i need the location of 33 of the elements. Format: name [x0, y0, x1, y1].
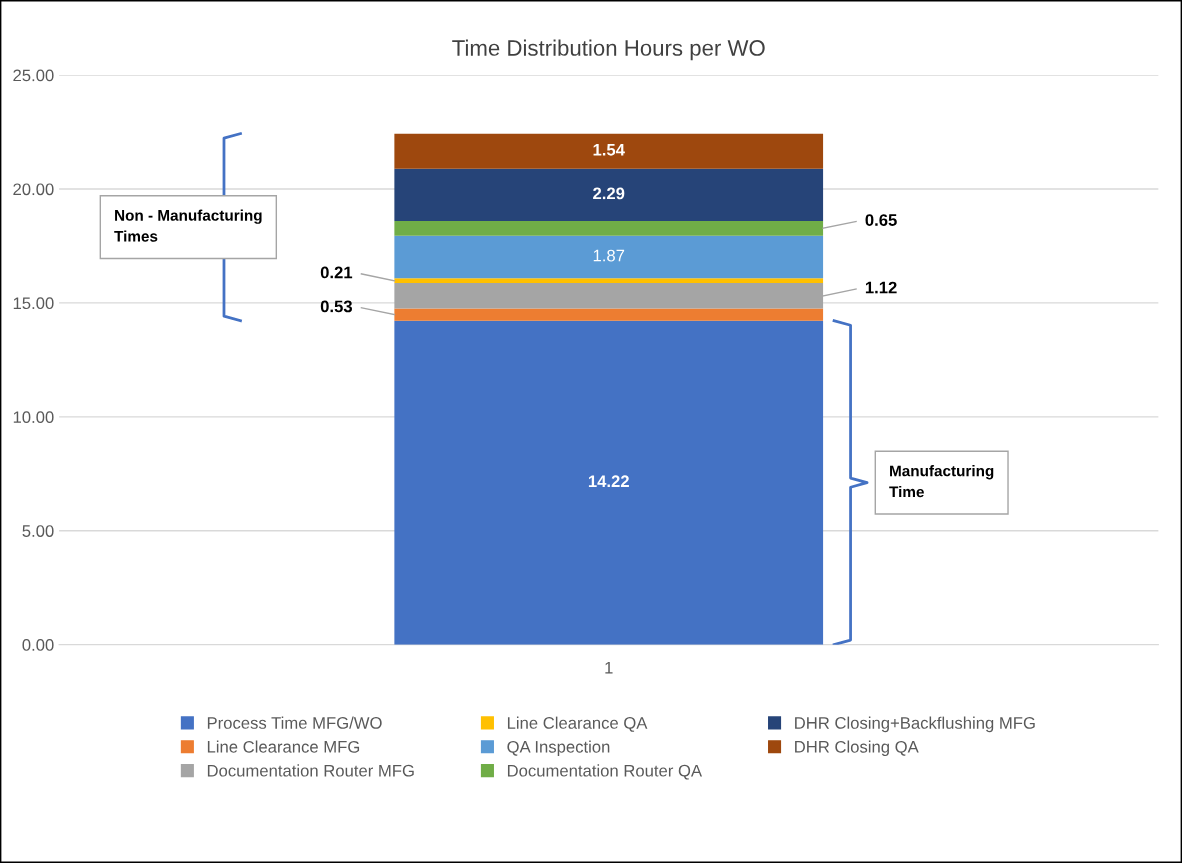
- legend-label: Process Time MFG/WO: [207, 716, 382, 729]
- x-tick-label: 1: [605, 661, 613, 674]
- bar: [394, 168, 824, 221]
- bar: [394, 133, 824, 169]
- legend-label: Documentation Router MFG: [207, 764, 414, 777]
- bar: [394, 320, 824, 645]
- legend-label: Line Clearance QA: [507, 716, 648, 732]
- legend-label: DHR Closing QA: [795, 740, 919, 757]
- data-label: 1.12: [865, 281, 897, 294]
- y-tick-label: 10.00: [13, 411, 54, 424]
- y-tick-label: 25.00: [13, 69, 54, 82]
- data-label: 0.21: [320, 266, 353, 279]
- data-label: 0.65: [865, 214, 897, 226]
- data-label: 2.29: [593, 187, 625, 200]
- chart-title: Time Distribution Hours per WO: [452, 39, 765, 61]
- data-label: 1.54: [593, 144, 625, 156]
- legend-label: Line Clearance MFG: [207, 740, 360, 753]
- y-tick-label: 15.00: [13, 297, 54, 310]
- bar: [394, 308, 824, 321]
- bar: [394, 235, 824, 279]
- data-label: 1.87: [593, 249, 625, 262]
- bar: [394, 220, 824, 236]
- y-tick-label: 5.00: [22, 525, 54, 537]
- legend-label: Documentation Router QA: [507, 764, 703, 780]
- data-label: 0.53: [320, 300, 352, 313]
- legend-label: DHR Closing+Backflushing MFG: [795, 716, 1035, 733]
- annotation: Manufacturing Time: [889, 465, 994, 498]
- legend-label: QA Inspection: [507, 740, 610, 757]
- y-tick-label: 20.00: [13, 183, 54, 196]
- y-tick-label: 0.00: [22, 639, 54, 651]
- bar: [394, 278, 824, 284]
- data-label: 14.22: [588, 475, 629, 487]
- annotation: Non - Manufacturing Times: [114, 209, 262, 242]
